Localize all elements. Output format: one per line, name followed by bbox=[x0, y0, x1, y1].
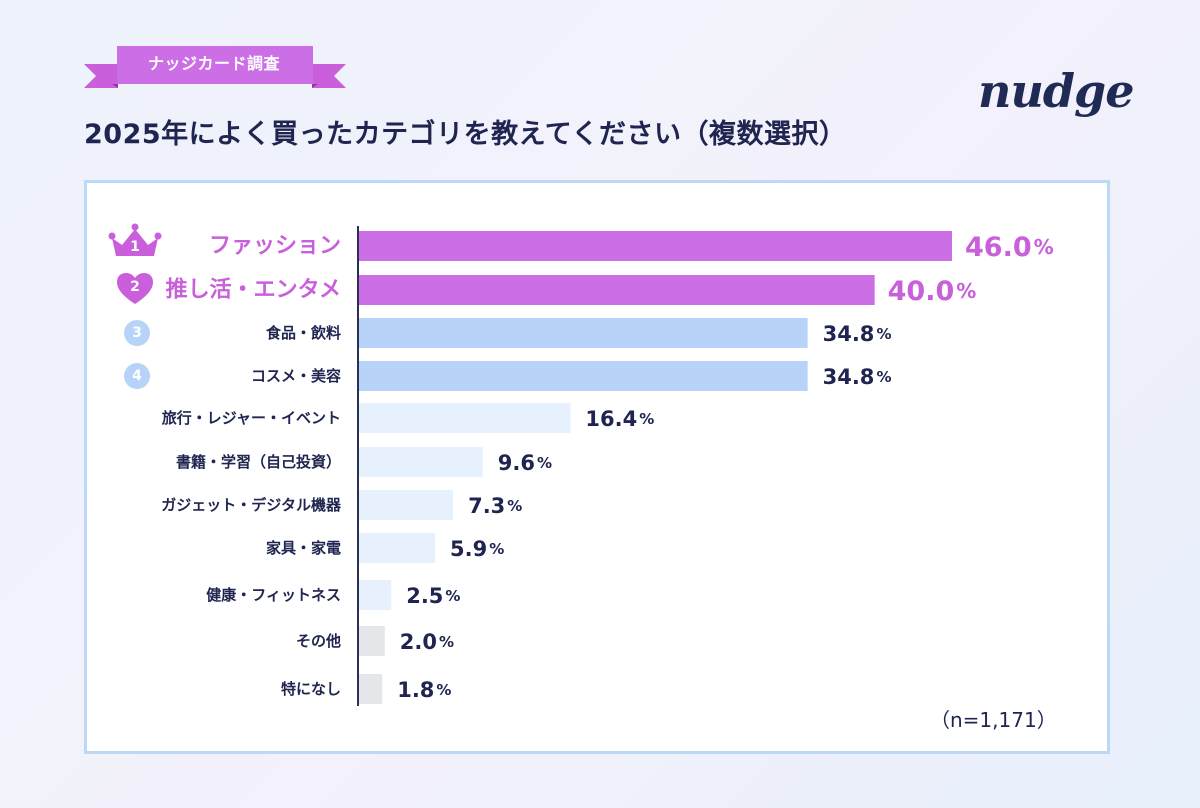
rank-label-3: 3 bbox=[132, 325, 142, 341]
logo-text: nudge bbox=[978, 64, 1134, 118]
category-label: 推し活・エンタメ bbox=[166, 278, 341, 303]
bar-9 bbox=[359, 580, 392, 610]
crown-tip-left bbox=[108, 232, 116, 240]
rank-circle-icon bbox=[124, 320, 150, 346]
rank-label-1: 1 bbox=[130, 239, 140, 255]
bar-4 bbox=[359, 361, 808, 391]
category-label: 健康・フィットネス bbox=[206, 586, 341, 604]
bar-8 bbox=[359, 533, 436, 563]
value-label: 5.9% bbox=[450, 537, 504, 561]
badge-label: ナッジカード調査 bbox=[147, 54, 280, 73]
value-label: 9.6% bbox=[498, 451, 552, 475]
rank-circle-icon bbox=[124, 363, 150, 389]
bar-7 bbox=[359, 490, 454, 520]
value-label: 40.0% bbox=[888, 276, 977, 307]
category-label: 書籍・学習（自己投資） bbox=[176, 453, 341, 471]
bar-1 bbox=[359, 231, 952, 261]
badge-ribbon bbox=[84, 46, 346, 88]
crown-icon bbox=[112, 229, 158, 256]
value-label: 2.0% bbox=[400, 630, 454, 654]
crown-tip-right bbox=[154, 232, 162, 240]
rank-label-4: 4 bbox=[132, 368, 142, 384]
category-label: コスメ・美容 bbox=[251, 367, 341, 385]
category-label: 食品・飲料 bbox=[266, 324, 341, 342]
bar-2 bbox=[359, 275, 875, 305]
category-label: ファッション bbox=[209, 234, 341, 259]
value-label: 34.8% bbox=[823, 322, 892, 346]
bar-6 bbox=[359, 447, 483, 477]
category-label: 家具・家電 bbox=[266, 539, 341, 557]
category-label: その他 bbox=[296, 632, 341, 650]
nudge-logo: nudge bbox=[978, 64, 1134, 134]
value-label: 2.5% bbox=[406, 584, 460, 608]
bar-3 bbox=[359, 318, 808, 348]
category-label: 旅行・レジャー・イベント bbox=[162, 409, 341, 427]
rank-label-2: 2 bbox=[130, 279, 140, 295]
value-label: 16.4% bbox=[585, 407, 654, 431]
value-label: 34.8% bbox=[823, 365, 892, 389]
category-label: 特になし bbox=[281, 680, 341, 698]
value-label: 7.3% bbox=[468, 494, 522, 518]
category-label: ガジェット・デジタル機器 bbox=[161, 496, 342, 514]
bar-11 bbox=[359, 674, 383, 704]
bar-10 bbox=[359, 626, 385, 656]
bar-5 bbox=[359, 403, 571, 433]
heart-icon bbox=[117, 273, 153, 304]
value-label: 46.0% bbox=[965, 232, 1054, 263]
sample-size-note: （n=1,171） bbox=[930, 708, 1057, 732]
page-title: 2025年によく買ったカテゴリを教えてください（複数選択） bbox=[84, 119, 847, 150]
crown-tip-center bbox=[131, 223, 139, 231]
value-label: 1.8% bbox=[397, 678, 451, 702]
